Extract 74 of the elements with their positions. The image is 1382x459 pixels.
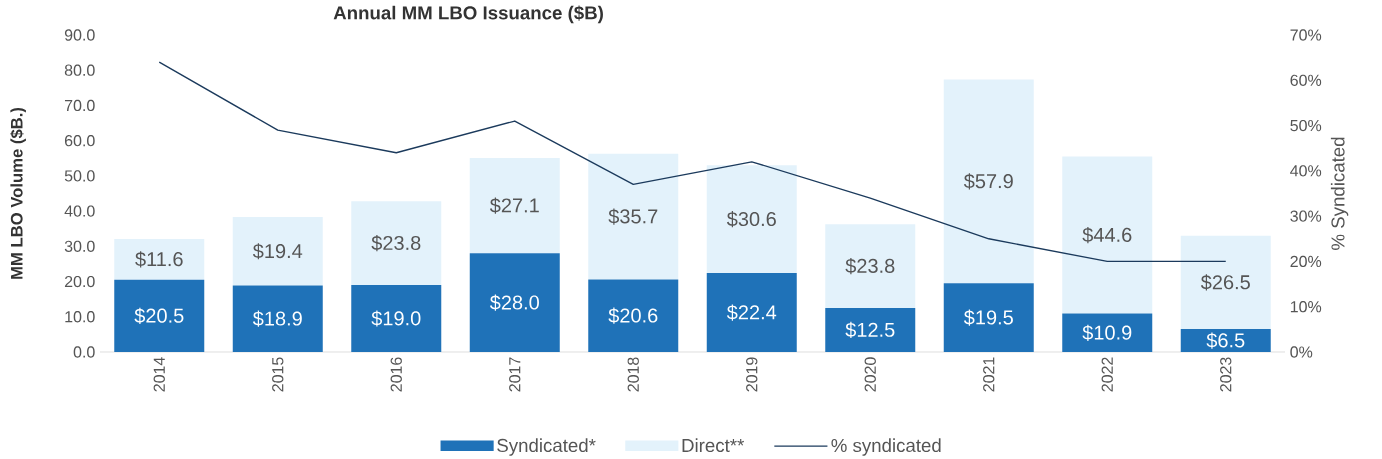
y2-tick-label: 30% [1290,210,1322,222]
data-label: $19.4 [252,243,303,260]
y2-tick-label: 70% [1290,29,1322,41]
y-tick-label: 90.0 [64,29,95,41]
chart-title: Annual MM LBO Issuance ($B) [333,5,603,24]
bar [469,253,560,352]
y2-tick-label: 10% [1290,301,1322,313]
y-tick-label: 40.0 [64,205,95,217]
bar [232,217,323,286]
y2-axis-title: % Syndicated [1330,137,1349,250]
bar [825,307,916,352]
y-tick-label: 30.0 [64,240,95,252]
bar [825,224,916,308]
data-label: $10.9 [1082,324,1132,341]
data-label: $20.6 [608,307,658,324]
y2-tick-label: 50% [1290,119,1322,132]
data-label: $12.5 [845,321,895,339]
y2-tick-label: 60% [1290,74,1322,86]
bar [1180,329,1271,352]
data-label: $19.5 [963,309,1013,326]
data-label: $20.5 [134,307,184,324]
x-tick-label: 2016 [390,357,402,392]
x-tick-label: 2021 [983,357,995,392]
bar [706,165,797,274]
x-tick-label: 2015 [272,357,284,392]
bar [1180,235,1271,330]
bar [1062,156,1153,314]
data-label: $26.5 [1200,274,1250,291]
data-label: $23.8 [371,235,421,252]
y2-tick-label: 20% [1290,255,1322,268]
data-label: $30.6 [726,211,776,228]
x-tick-label: 2017 [509,357,521,392]
bar [351,285,442,352]
data-label: $27.1 [489,197,539,214]
bar [588,153,679,280]
y-tick-label: 10.0 [65,311,95,323]
bar [114,279,205,352]
bar [706,273,797,352]
y-tick-label: 20.0 [64,275,95,288]
legend-label: Syndicated* [497,438,596,456]
y-tick-label: 0.0 [73,346,95,358]
data-label: $11.6 [135,251,183,268]
x-tick-label: 2022 [1101,357,1113,392]
x-tick-label: 2019 [746,357,758,392]
bar [232,285,323,352]
y-tick-label: 80.0 [64,64,95,76]
y2-tick-label: 0% [1290,346,1313,358]
legend-label: Direct** [682,438,745,453]
y-tick-label: 70.0 [64,99,95,112]
bar [1062,313,1153,352]
x-tick-label: 2014 [153,357,165,392]
data-label: $6.5 [1206,332,1245,349]
x-tick-label: 2023 [1220,357,1232,392]
y2-tick-label: 40% [1290,165,1322,177]
data-label: $57.9 [963,173,1013,190]
y-tick-label: 50.0 [64,170,95,182]
data-label: $18.9 [252,310,302,327]
y-tick-label: 60.0 [64,135,95,147]
bar [588,279,679,352]
x-tick-label: 2020 [864,357,876,392]
legend-label: % syndicated [831,438,941,456]
bar [943,283,1034,352]
x-tick-label: 2018 [627,357,639,392]
bar [943,79,1034,284]
data-label: $19.0 [371,310,421,327]
bar [469,157,560,254]
bar [351,201,442,286]
data-label: $44.6 [1082,226,1132,244]
data-label: $28.0 [489,294,539,311]
bar [114,238,205,280]
data-label: $22.4 [726,304,777,321]
y-axis-title: MM LBO Volume ($B.) [10,107,26,279]
data-label: $35.7 [608,208,658,225]
data-label: $23.8 [845,257,895,275]
